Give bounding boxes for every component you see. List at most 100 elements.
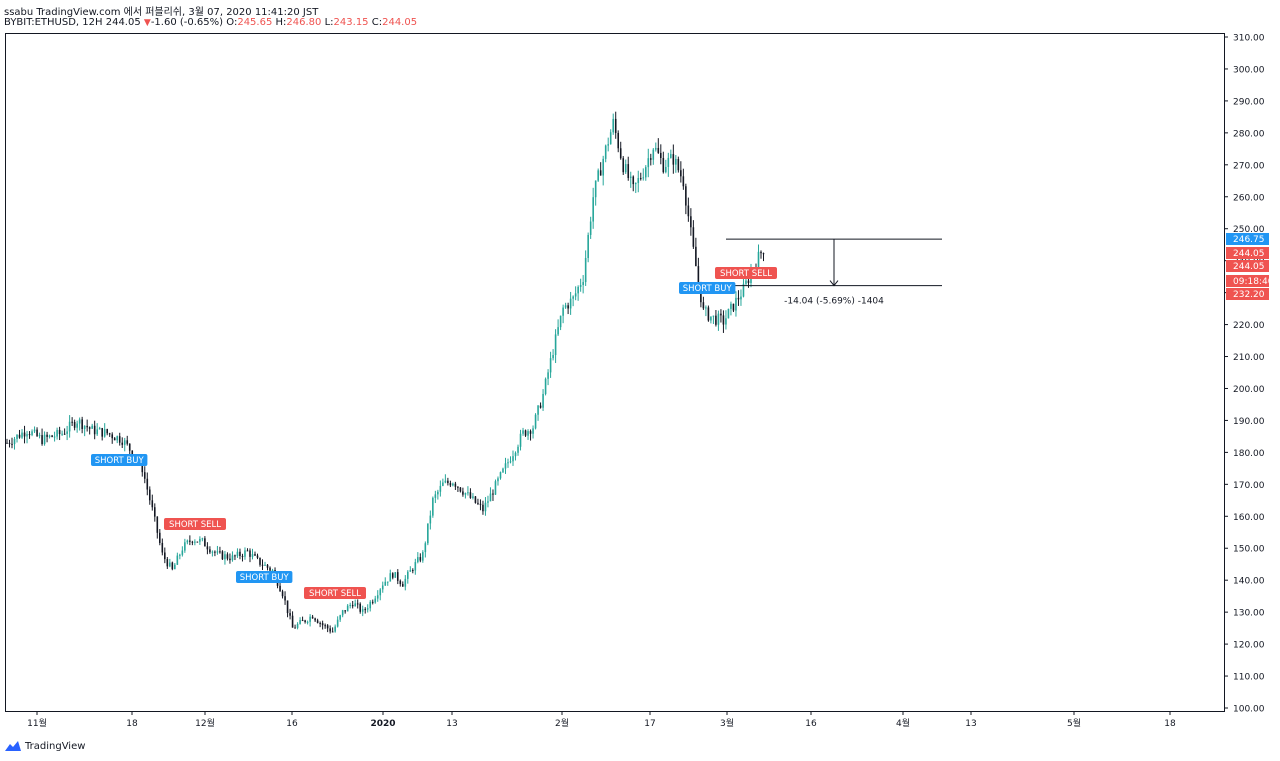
candle-body <box>745 280 747 284</box>
candle-body <box>494 481 497 495</box>
candle-body <box>369 601 372 609</box>
candle-body <box>13 438 16 445</box>
y-tick-label: 150.00 <box>1233 545 1265 555</box>
brand-name: TradingView <box>25 740 86 752</box>
symbol-name: BYBIT:ETHUSD, 12H <box>4 17 103 28</box>
candle-body <box>81 419 83 429</box>
candle-body <box>677 158 680 171</box>
candle-body <box>88 427 91 429</box>
candle-body <box>712 315 715 317</box>
candle-body <box>41 435 43 445</box>
measure-label: -14.04 (-5.69%) -1404 <box>784 297 884 307</box>
y-tick-label: 110.00 <box>1233 673 1265 683</box>
candle-body <box>18 434 21 438</box>
candle-body <box>587 234 589 259</box>
price-label-badge <box>1226 275 1269 287</box>
candle-body <box>649 158 652 160</box>
candle-body <box>326 625 329 629</box>
candle-body <box>574 293 577 297</box>
candle-body <box>204 538 206 547</box>
candle-body <box>241 556 244 558</box>
signal-label: SHORT BUY <box>240 573 290 583</box>
candle-body <box>174 564 176 570</box>
price-axis: 100.00 110.00 120.00 130.00 140.00 150.00 160.… <box>1224 34 1265 715</box>
candle-body <box>48 435 51 437</box>
candle-body <box>319 622 321 624</box>
candle-body <box>569 298 572 309</box>
candle-body <box>101 428 103 437</box>
candle-body <box>539 405 542 408</box>
candle-body <box>176 555 179 565</box>
candle-body <box>211 551 214 553</box>
candle-body <box>577 286 579 294</box>
candle-body <box>409 570 412 572</box>
y-tick-label: 260.00 <box>1233 193 1265 203</box>
candle-body <box>624 164 627 173</box>
candle-body <box>609 132 612 145</box>
candle-body <box>281 591 284 597</box>
y-tick-label: 310.00 <box>1233 34 1265 44</box>
candle-body <box>63 433 66 435</box>
candle-body <box>311 616 314 619</box>
x-tick-label: 12월 <box>195 717 215 729</box>
candle-body <box>449 483 452 486</box>
candle-body <box>735 297 737 311</box>
candle-body <box>96 429 98 435</box>
candle-body <box>171 562 174 570</box>
candle-body <box>329 628 331 632</box>
candle-body <box>549 358 552 373</box>
signal-label: SHORT SELL <box>720 269 772 279</box>
signal-label: SHORT SELL <box>309 589 361 599</box>
candle-body <box>36 429 38 436</box>
candle-body <box>632 176 635 185</box>
candle-body <box>98 428 101 430</box>
candle-body <box>670 154 672 158</box>
tradingview-logo[interactable]: TradingView <box>4 740 85 752</box>
candle-body <box>469 492 472 498</box>
signal-badge <box>679 282 736 294</box>
candle-body <box>715 315 717 325</box>
candle-body <box>602 158 604 176</box>
candle-body <box>572 296 574 299</box>
x-tick-label: 2월 <box>555 717 569 729</box>
candle-body <box>692 227 695 247</box>
candle-body <box>444 480 447 483</box>
candle-body <box>529 431 532 434</box>
candle-body <box>424 543 427 553</box>
candle-body <box>26 434 28 437</box>
candle-body <box>118 436 121 443</box>
candle-body <box>427 523 429 544</box>
candle-body <box>414 562 417 571</box>
candle-body <box>542 393 544 408</box>
candle-body <box>662 158 665 173</box>
candle-body <box>376 595 379 599</box>
candle-body <box>186 540 189 543</box>
candle-body <box>732 303 735 311</box>
candle-body <box>209 549 211 553</box>
candle-body <box>321 623 324 626</box>
signals-layer: SHORT BUY SHORT SELL SHORT BUY SHORT SELL SH… <box>91 267 777 599</box>
candle-body <box>680 170 682 177</box>
candle-body <box>66 431 68 434</box>
candle-body <box>472 496 474 498</box>
candle-body <box>502 468 504 473</box>
y-tick-label: 130.00 <box>1233 609 1265 619</box>
candle-body <box>8 442 11 444</box>
candle-body <box>246 550 249 552</box>
signal-label: SHORT BUY <box>95 456 145 466</box>
candle-body <box>106 429 108 434</box>
candle-body <box>399 580 402 585</box>
candle-body <box>644 167 647 178</box>
y-tick-label: 250.00 <box>1233 225 1265 235</box>
symbol-ohlc-legend: BYBIT:ETHUSD, 12H 244.05 ▼-1.60 (-0.65%)… <box>4 17 418 28</box>
candle-body <box>434 494 437 498</box>
signal-badge <box>164 518 226 530</box>
candle-body <box>371 601 374 603</box>
candle-body <box>687 205 690 217</box>
candle-body <box>660 152 662 159</box>
candle-body <box>181 550 184 555</box>
x-tick-label: 2020 <box>370 719 395 729</box>
signal-badge <box>91 454 148 466</box>
candle-body <box>194 541 196 543</box>
